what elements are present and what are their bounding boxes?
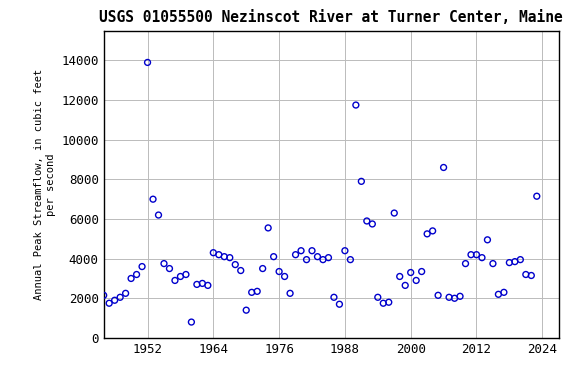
- Point: [335, 301, 344, 307]
- Point: [521, 271, 530, 278]
- Point: [302, 257, 311, 263]
- Point: [319, 257, 328, 263]
- Point: [181, 271, 191, 278]
- Point: [417, 268, 426, 275]
- Point: [428, 228, 437, 234]
- Point: [105, 300, 114, 306]
- Point: [297, 248, 306, 254]
- Title: USGS 01055500 Nezinscot River at Turner Center, Maine: USGS 01055500 Nezinscot River at Turner …: [99, 10, 563, 25]
- Point: [516, 257, 525, 263]
- Point: [346, 257, 355, 263]
- Point: [82, 275, 92, 281]
- Point: [329, 294, 339, 300]
- Point: [132, 271, 141, 278]
- Point: [456, 293, 465, 300]
- Point: [406, 270, 415, 276]
- Point: [384, 299, 393, 305]
- Point: [258, 265, 267, 271]
- Point: [499, 289, 509, 295]
- Point: [324, 255, 333, 261]
- Point: [378, 300, 388, 306]
- Point: [121, 290, 130, 296]
- Point: [214, 252, 223, 258]
- Point: [264, 225, 273, 231]
- Point: [510, 258, 520, 265]
- Point: [219, 253, 229, 260]
- Point: [209, 250, 218, 256]
- Point: [286, 290, 295, 296]
- Point: [110, 297, 119, 303]
- Point: [280, 273, 289, 280]
- Point: [526, 272, 536, 278]
- Point: [170, 277, 180, 283]
- Point: [149, 196, 158, 202]
- Point: [116, 294, 125, 300]
- Point: [154, 212, 163, 218]
- Point: [467, 252, 476, 258]
- Point: [532, 193, 541, 199]
- Point: [351, 102, 361, 108]
- Point: [434, 292, 443, 298]
- Point: [88, 283, 97, 290]
- Point: [389, 210, 399, 216]
- Point: [400, 282, 410, 288]
- Point: [362, 218, 372, 224]
- Point: [192, 281, 202, 288]
- Point: [236, 268, 245, 274]
- Point: [143, 60, 152, 66]
- Point: [160, 260, 169, 266]
- Point: [472, 252, 481, 258]
- Point: [423, 231, 432, 237]
- Point: [225, 255, 234, 261]
- Point: [253, 288, 262, 295]
- Point: [340, 248, 350, 254]
- Point: [203, 282, 213, 288]
- Point: [357, 178, 366, 184]
- Point: [439, 164, 448, 170]
- Point: [494, 291, 503, 297]
- Point: [127, 275, 136, 281]
- Point: [138, 263, 147, 270]
- Point: [308, 248, 317, 254]
- Point: [367, 221, 377, 227]
- Point: [395, 273, 404, 280]
- Point: [198, 280, 207, 286]
- Point: [373, 294, 382, 300]
- Point: [93, 273, 103, 280]
- Point: [483, 237, 492, 243]
- Point: [450, 295, 459, 301]
- Point: [176, 273, 185, 280]
- Point: [269, 253, 278, 260]
- Point: [488, 260, 498, 266]
- Point: [505, 260, 514, 266]
- Point: [313, 253, 322, 260]
- Point: [478, 255, 487, 261]
- Y-axis label: Annual Peak Streamflow, in cubic feet
per second: Annual Peak Streamflow, in cubic feet pe…: [34, 69, 56, 300]
- Point: [275, 268, 284, 275]
- Point: [77, 271, 86, 278]
- Point: [165, 265, 174, 271]
- Point: [445, 294, 454, 300]
- Point: [247, 289, 256, 295]
- Point: [291, 252, 300, 258]
- Point: [230, 262, 240, 268]
- Point: [461, 260, 470, 266]
- Point: [99, 292, 108, 298]
- Point: [187, 319, 196, 325]
- Point: [412, 277, 421, 283]
- Point: [241, 307, 251, 313]
